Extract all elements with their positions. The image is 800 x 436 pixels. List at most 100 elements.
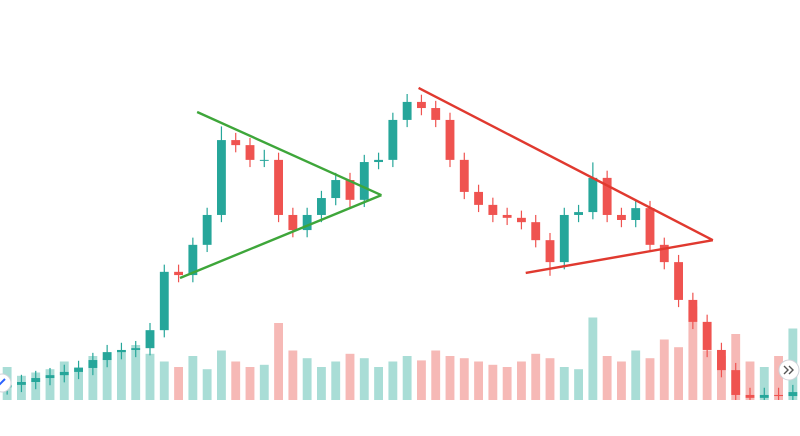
- volume-bar: [131, 345, 141, 400]
- volume-bar: [88, 356, 98, 400]
- candle-body: [431, 108, 441, 120]
- volume-bar: [502, 367, 512, 400]
- trendline: [179, 194, 382, 280]
- volume-bar: [274, 323, 283, 400]
- volume-bar: [545, 358, 555, 400]
- volume-bar: [159, 361, 169, 400]
- volume-bar: [174, 367, 183, 400]
- candle-body: [774, 394, 783, 397]
- candle-body: [745, 394, 755, 398]
- candle-body: [274, 159, 283, 215]
- candle-body: [331, 180, 341, 199]
- volume-bar: [602, 356, 612, 400]
- candle-body: [788, 392, 798, 397]
- volume-bar: [574, 369, 583, 400]
- candle-body: [559, 214, 569, 263]
- candle-body: [574, 212, 583, 215]
- trendline: [418, 86, 714, 242]
- candle-body: [402, 101, 412, 120]
- volume-bar: [474, 361, 483, 400]
- plot-area: [2, 94, 798, 400]
- candle-body: [117, 349, 126, 353]
- volume-bar: [417, 360, 426, 400]
- volume-bar: [631, 350, 641, 400]
- candle-body: [545, 240, 555, 263]
- volume-bar: [302, 358, 312, 400]
- candle-body: [345, 180, 355, 200]
- candle-body: [259, 159, 269, 161]
- candle-body: [17, 382, 26, 385]
- volume-bar: [645, 358, 655, 400]
- volume-bar: [188, 356, 198, 400]
- volume-bar: [202, 369, 212, 400]
- candle-body: [702, 321, 712, 350]
- volume-bar: [245, 367, 255, 400]
- candle-body: [174, 271, 183, 276]
- candle-body: [445, 119, 455, 160]
- volume-bar: [445, 356, 455, 400]
- volume-bar: [388, 361, 398, 400]
- candle-body: [145, 330, 155, 349]
- volume-bar: [531, 353, 541, 400]
- candle-body: [159, 271, 169, 331]
- volume-bar: [588, 317, 598, 400]
- volume-bar: [674, 347, 683, 400]
- volume-bar: [617, 361, 626, 400]
- candle-body: [217, 140, 226, 215]
- volume-bar: [517, 361, 526, 400]
- candle-body: [631, 208, 641, 220]
- volume-bar: [102, 358, 112, 400]
- candle-body: [517, 217, 526, 223]
- candle-body: [302, 214, 312, 231]
- candle-body: [359, 162, 369, 200]
- volume-bar: [331, 361, 341, 400]
- volume-bar: [488, 364, 498, 400]
- candle-body: [659, 244, 669, 263]
- volume-bar: [431, 350, 441, 400]
- candle-body: [45, 375, 55, 379]
- candle-body: [202, 214, 212, 245]
- candle-body: [245, 145, 255, 160]
- candle-body: [588, 177, 598, 213]
- trendline: [525, 238, 714, 275]
- candle-body: [374, 159, 383, 163]
- candle-body: [602, 177, 612, 215]
- volume-bar: [702, 350, 712, 400]
- volume-bar: [288, 350, 298, 400]
- volume-bar: [117, 350, 126, 400]
- candle-body: [317, 198, 326, 215]
- candle-body: [474, 191, 483, 205]
- candle-body: [717, 349, 726, 371]
- volume-bar: [145, 353, 155, 400]
- candle-body: [388, 119, 398, 160]
- trendline: [196, 110, 382, 197]
- volume-bar: [717, 356, 726, 400]
- volume-bar: [345, 353, 355, 400]
- scroll-left-button[interactable]: [0, 373, 12, 393]
- candle-body: [502, 214, 512, 218]
- candle-body: [188, 244, 198, 276]
- candle-body: [74, 367, 83, 372]
- candle-body: [488, 204, 498, 215]
- volume-bar: [759, 367, 769, 400]
- volume-bar: [259, 364, 269, 400]
- volume-bar: [559, 367, 569, 400]
- candle-body: [131, 348, 141, 350]
- volume-bar: [774, 356, 783, 400]
- volume-bar: [231, 361, 241, 400]
- candle-body: [417, 101, 426, 109]
- volume-bar: [217, 350, 226, 400]
- candle-body: [531, 222, 541, 241]
- candle-body: [688, 299, 698, 322]
- volume-bar: [74, 367, 83, 400]
- candle-body: [59, 371, 69, 376]
- candle-body: [759, 394, 769, 398]
- candle-body: [231, 140, 241, 146]
- volume-bar: [374, 367, 383, 400]
- candle-body: [731, 370, 741, 395]
- volume-bar: [659, 339, 669, 400]
- volume-bar: [359, 358, 369, 400]
- scroll-right-button[interactable]: [778, 359, 800, 381]
- candle-body: [31, 378, 41, 382]
